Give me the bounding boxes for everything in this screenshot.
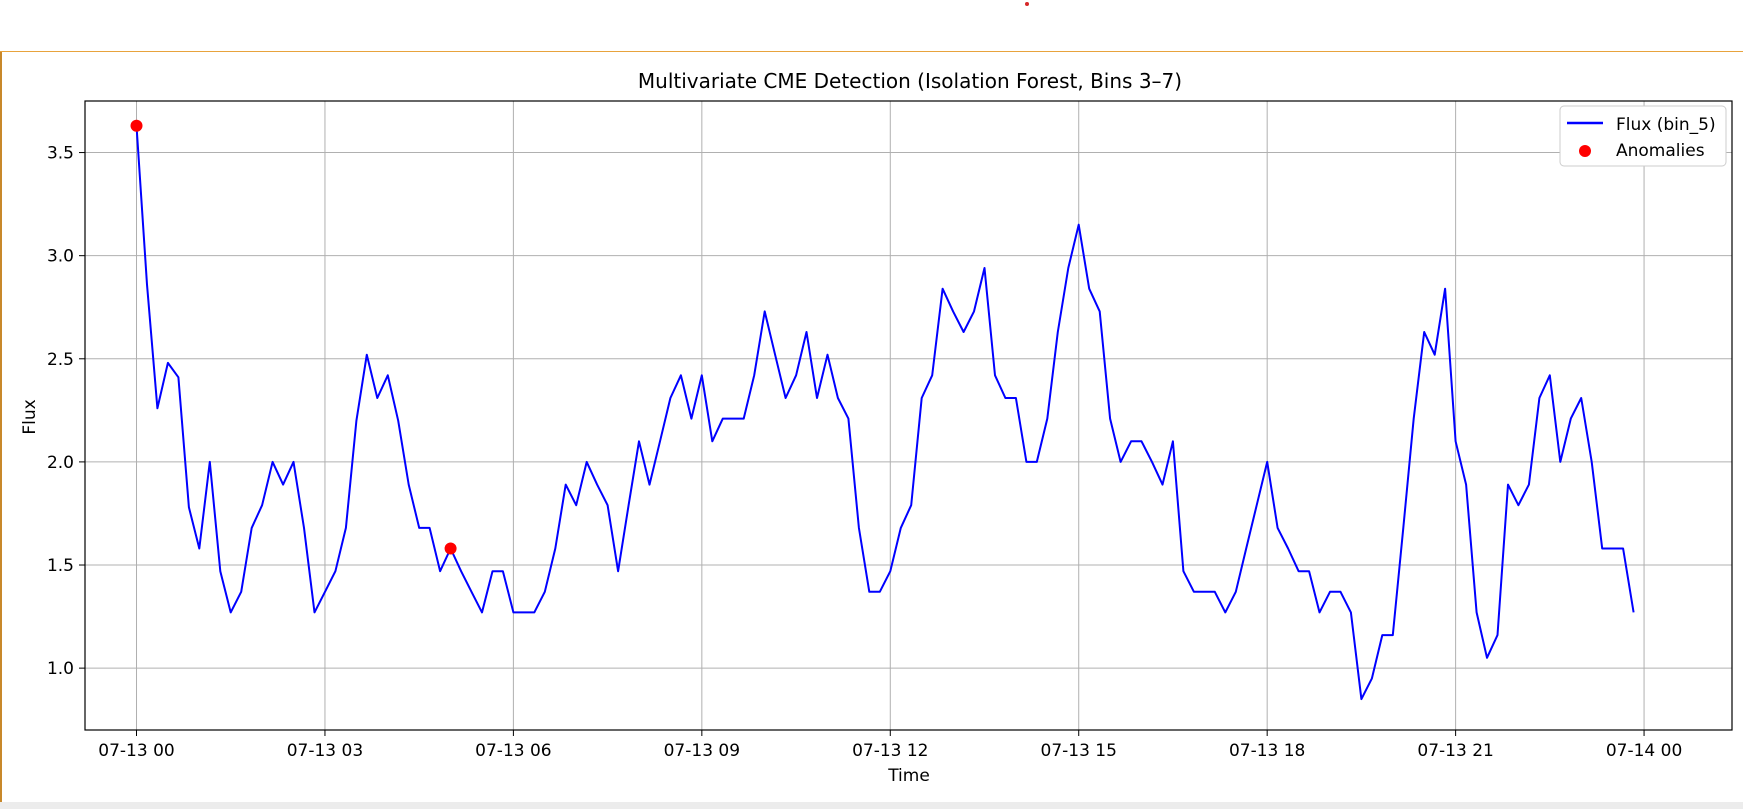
anomaly-point xyxy=(444,542,457,555)
legend: Flux (bin_5) Anomalies xyxy=(1559,105,1727,167)
series-line-flux-bin5 xyxy=(135,125,1635,701)
chart-title: Multivariate CME Detection (Isolation Fo… xyxy=(638,69,1182,93)
x-tick-label: 07-13 21 xyxy=(1417,741,1493,761)
x-tick-label: 07-13 18 xyxy=(1229,741,1305,761)
x-tick-label: 07-13 09 xyxy=(664,741,740,761)
top-strip xyxy=(0,0,1743,52)
x-tick-label: 07-13 00 xyxy=(98,741,174,761)
legend-dot-swatch xyxy=(1579,145,1591,157)
y-axis: 1.0 1.5 2.0 2.5 3.0 3.5 xyxy=(47,144,85,679)
x-tick-label: 07-13 03 xyxy=(287,741,363,761)
y-tick-label: 2.5 xyxy=(47,350,74,370)
anomaly-point xyxy=(130,119,143,132)
legend-label-flux: Flux (bin_5) xyxy=(1616,115,1716,135)
window-border-top xyxy=(0,51,1743,52)
legend-label-anomalies: Anomalies xyxy=(1616,141,1705,161)
plot-frame xyxy=(84,100,1733,731)
x-axis: 07-13 00 07-13 03 07-13 06 07-13 09 07-13 12… xyxy=(98,730,1682,761)
x-tick-label: 07-14 00 xyxy=(1606,741,1682,761)
y-tick-label: 2.0 xyxy=(47,453,74,473)
legend-frame xyxy=(1559,105,1727,167)
y-tick-label: 3.0 xyxy=(47,247,74,267)
x-tick-label: 07-13 15 xyxy=(1041,741,1117,761)
anomaly-points xyxy=(130,119,457,555)
stray-marker-dot xyxy=(1025,2,1029,6)
y-tick-label: 1.5 xyxy=(47,556,74,576)
x-tick-label: 07-13 06 xyxy=(475,741,551,761)
y-tick-label: 1.0 xyxy=(47,659,74,679)
y-axis-label: Flux xyxy=(20,399,40,434)
x-axis-label: Time xyxy=(887,766,930,786)
x-tick-label: 07-13 12 xyxy=(852,741,928,761)
window-border-left xyxy=(0,52,2,802)
y-tick-label: 3.5 xyxy=(47,144,74,164)
grid-lines xyxy=(85,101,1732,730)
bottom-strip xyxy=(0,802,1743,809)
